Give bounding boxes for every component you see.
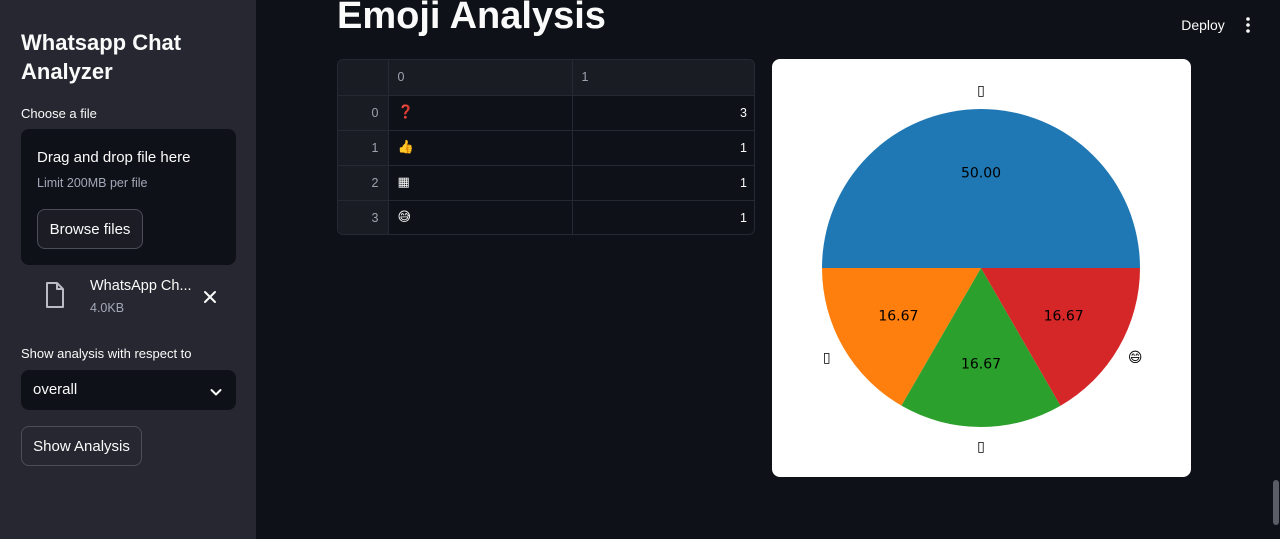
analysis-select[interactable]: overall (21, 370, 236, 410)
emoji-cell[interactable]: 👍 (388, 130, 573, 166)
browse-files-button[interactable]: Browse files (37, 209, 143, 249)
table-row: 2 ▦ 1 (338, 165, 754, 201)
emoji-dataframe[interactable]: 0 1 0 ❓ 3 1 👍 1 2 ▦ 1 3 😅 1 (337, 59, 755, 235)
count-cell[interactable]: 1 (572, 130, 754, 166)
close-icon[interactable] (201, 288, 219, 306)
file-dropzone[interactable]: Drag and drop file here Limit 200MB per … (21, 129, 236, 265)
emoji-cell[interactable]: ▦ (388, 165, 573, 201)
file-uploader-label: Choose a file (21, 106, 97, 121)
row-index: 1 (338, 130, 389, 166)
table-row: 3 😅 1 (338, 200, 754, 234)
file-icon (43, 281, 67, 314)
select-value: overall (33, 381, 78, 398)
row-index: 3 (338, 200, 389, 234)
pie-slice (981, 268, 1140, 406)
count-cell[interactable]: 3 (572, 95, 754, 131)
pie-slice (822, 109, 1140, 268)
uploaded-file-size: 4.0KB (90, 301, 125, 315)
pie-value-label: 50.00 (961, 166, 1001, 182)
table-header-index (338, 60, 389, 96)
table-row: 1 👍 1 (338, 130, 754, 166)
pie-slice (901, 268, 1061, 428)
pie-value-label: 16.67 (1044, 309, 1084, 325)
table-header-col1[interactable]: 1 (572, 60, 754, 96)
dropzone-limit: Limit 200MB per file (37, 176, 148, 190)
scrollbar[interactable] (1273, 480, 1279, 525)
uploaded-file-name: WhatsApp Ch... (90, 278, 192, 294)
sidebar: Whatsapp Chat Analyzer Choose a file Dra… (0, 0, 256, 539)
pie-value-label: 16.67 (961, 356, 1001, 372)
analysis-select-label: Show analysis with respect to (21, 346, 192, 361)
emoji-pie-chart-card: 50.00 ▯ 16.67 ▯ 16.67 ▯ 16.67 😄 (772, 59, 1191, 477)
row-index: 2 (338, 165, 389, 201)
table-row: 0 ❓ 3 (338, 95, 754, 131)
row-index: 0 (338, 95, 389, 131)
emoji-pie-chart: 50.00 ▯ 16.67 ▯ 16.67 ▯ 16.67 😄 (822, 83, 1143, 455)
count-cell[interactable]: 1 (740, 210, 747, 225)
dropzone-instruction: Drag and drop file here (37, 149, 191, 166)
uploaded-file: WhatsApp Ch... 4.0KB (21, 272, 236, 322)
show-analysis-button[interactable]: Show Analysis (21, 426, 142, 466)
pie-category-label: ▯ (977, 439, 985, 455)
chevron-down-icon (210, 384, 222, 402)
count-cell[interactable]: 1 (572, 165, 754, 201)
pie-category-label: ▯ (977, 83, 985, 99)
emoji-cell[interactable]: 😅 (388, 200, 573, 234)
deploy-button[interactable]: Deploy (1181, 17, 1225, 33)
pie-value-label: 16.67 (878, 309, 918, 325)
pie-slice (822, 267, 981, 406)
page-title: Emoji Analysis (337, 0, 606, 37)
emoji-cell[interactable]: ❓ (388, 95, 573, 131)
more-vertical-icon[interactable] (1240, 15, 1256, 35)
table-header-col0[interactable]: 0 (388, 60, 573, 96)
app-title: Whatsapp Chat Analyzer (21, 30, 182, 84)
pie-category-label: ▯ (823, 350, 831, 366)
pie-category-label: 😄 (1128, 350, 1143, 366)
